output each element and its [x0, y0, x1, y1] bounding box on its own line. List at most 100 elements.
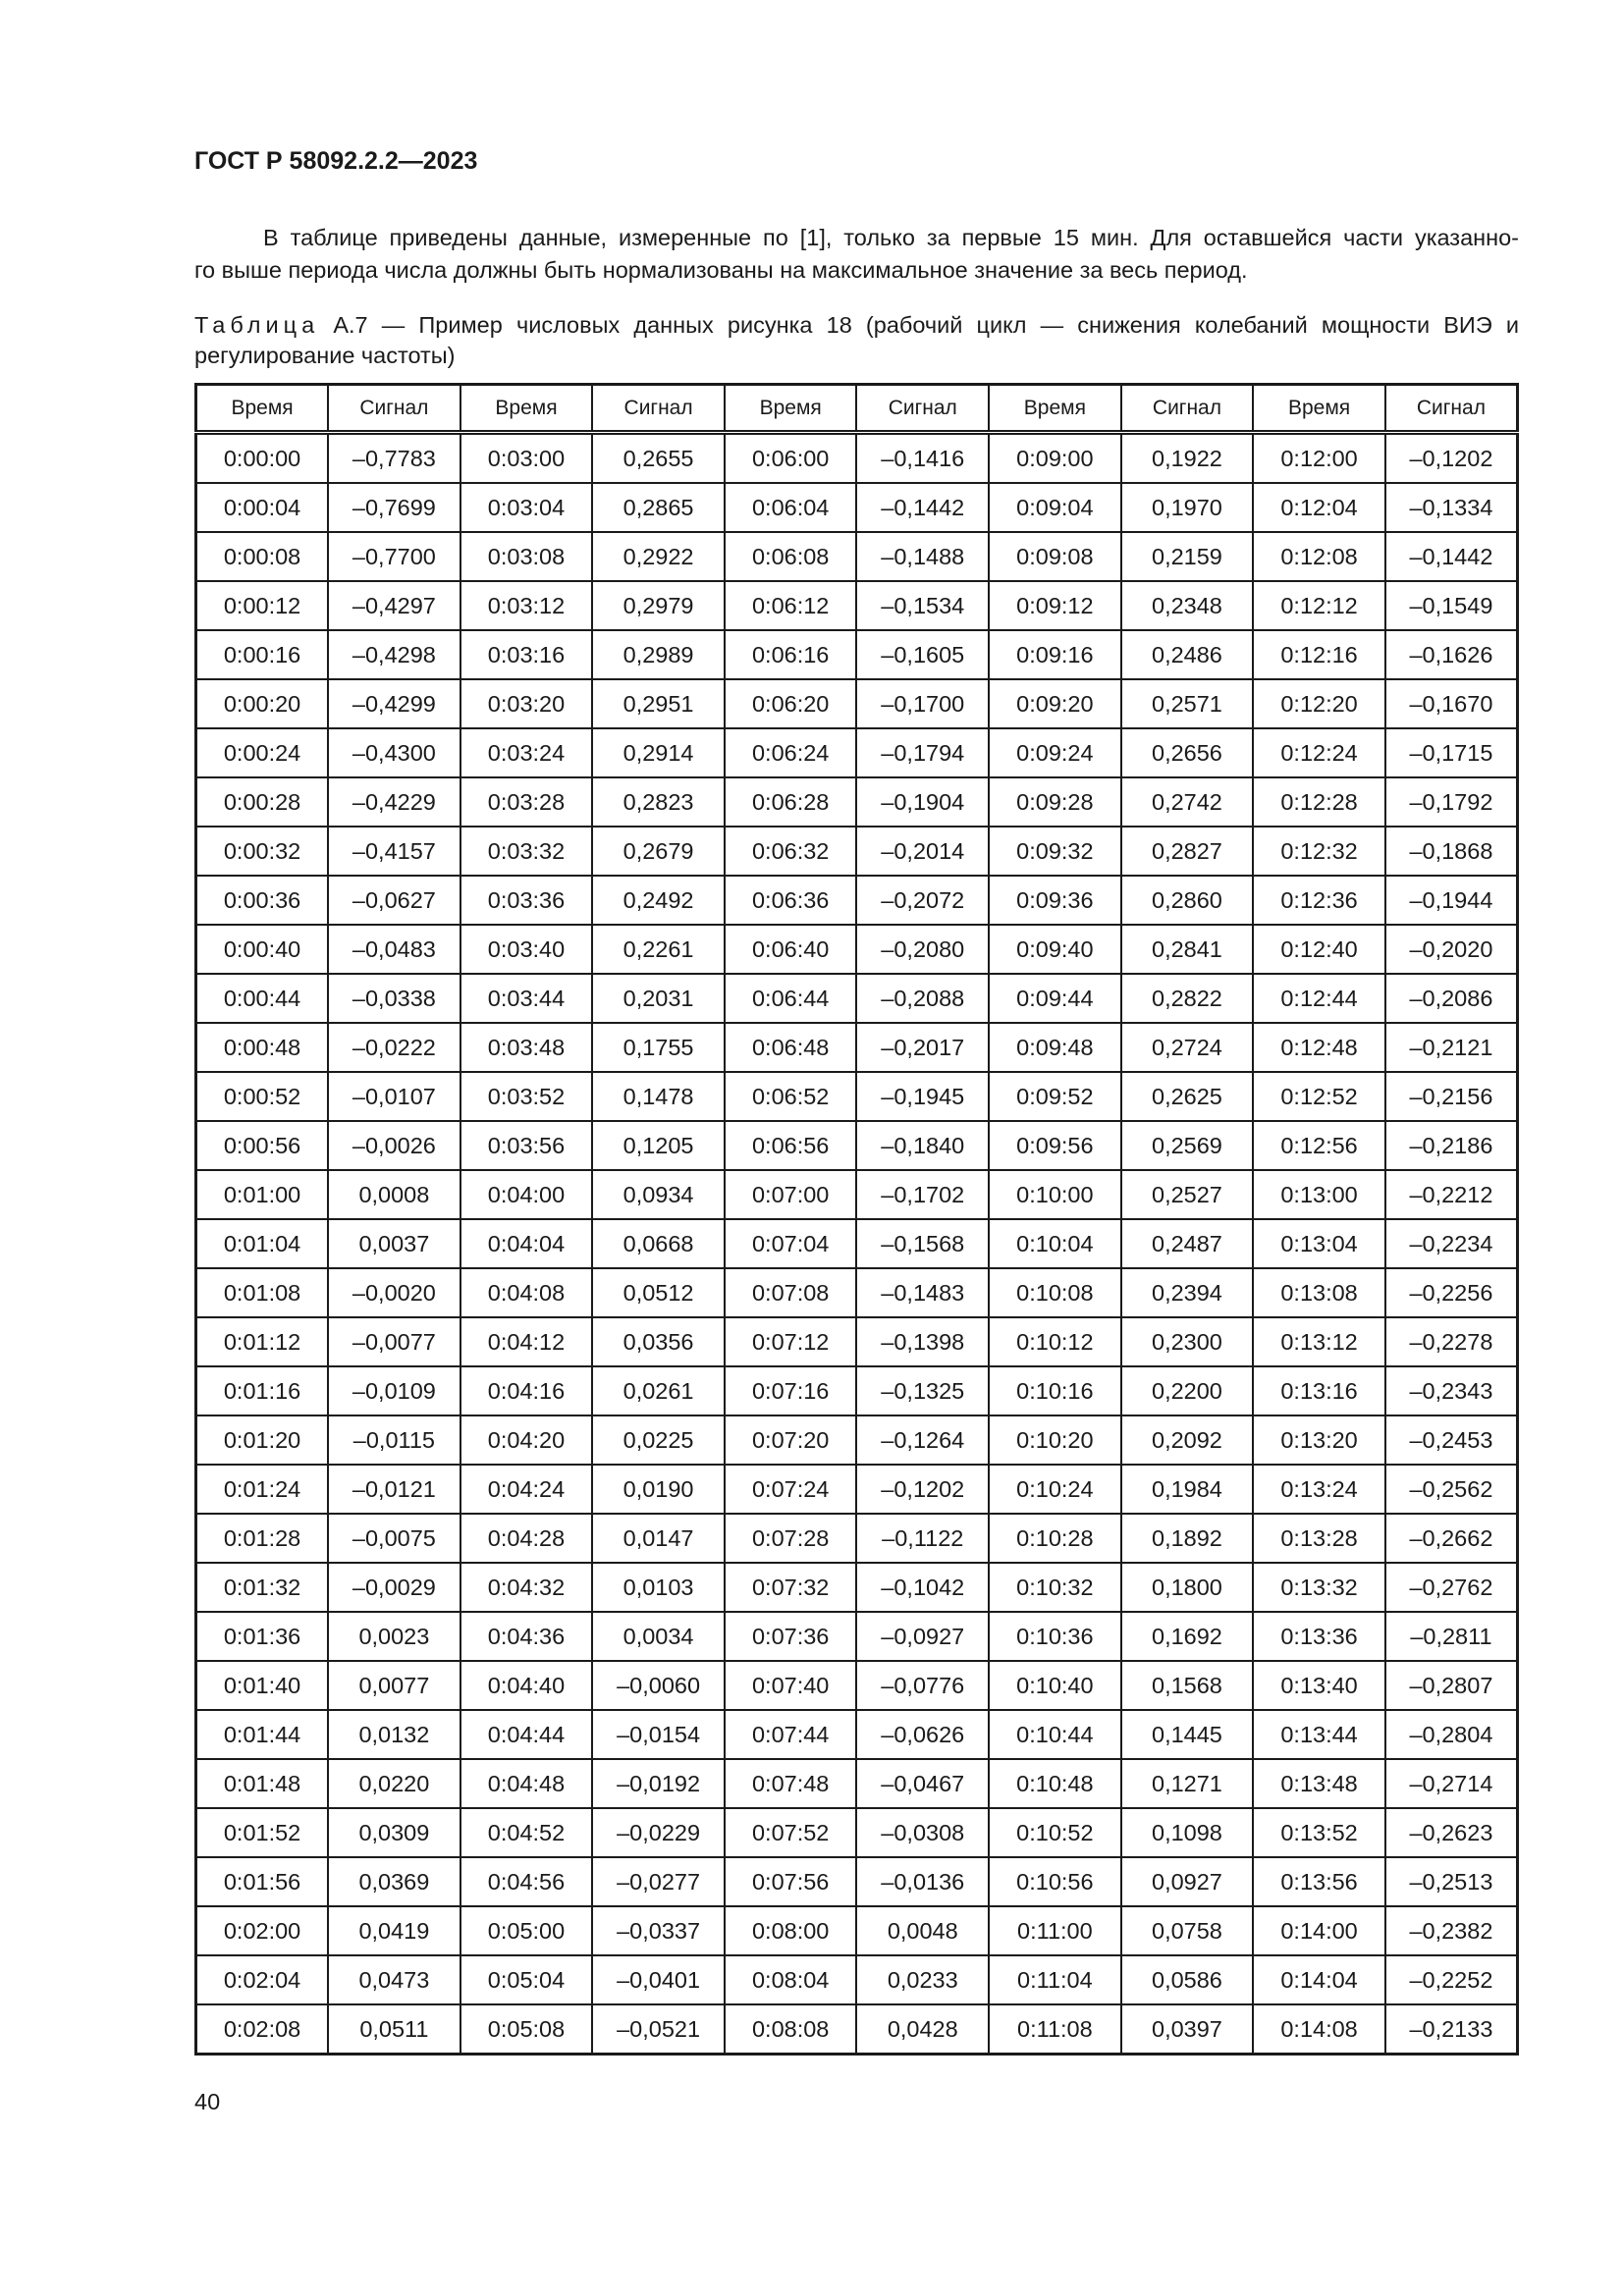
time-cell: 0:13:52	[1252, 1807, 1386, 1858]
signal-cell: –0,4298	[327, 629, 461, 680]
table-row: 0:00:24 –0,4300 0:03:24 0,2914 0:06:24 –0,179…	[194, 727, 1519, 778]
time-cell: 0:10:08	[988, 1267, 1122, 1318]
signal-cell: –0,1442	[1383, 531, 1519, 582]
time-cell: 0:03:00	[459, 431, 594, 484]
signal-cell: –0,2807	[1383, 1660, 1519, 1711]
time-cell: 0:10:20	[988, 1415, 1122, 1466]
time-cell: 0:09:04	[988, 482, 1122, 533]
signal-cell: 0,2822	[1119, 973, 1255, 1024]
time-cell: 0:07:28	[723, 1513, 858, 1564]
caption-label: Таблица	[194, 312, 320, 338]
time-cell: 0:01:12	[194, 1316, 330, 1367]
time-cell: 0:03:56	[459, 1120, 594, 1171]
signal-cell: –0,2256	[1383, 1267, 1519, 1318]
table-row: 0:01:40 0,0077 0:04:40 –0,0060 0:07:40 –0,077…	[194, 1660, 1519, 1711]
time-cell: 0:12:56	[1252, 1120, 1386, 1171]
signal-cell: –0,0075	[327, 1513, 461, 1564]
table-row: 0:01:32 –0,0029 0:04:32 0,0103 0:07:32 –0,104…	[194, 1562, 1519, 1613]
signal-cell: –0,2662	[1383, 1513, 1519, 1564]
signal-cell: 0,2865	[591, 482, 726, 533]
time-cell: 0:13:44	[1252, 1709, 1386, 1760]
time-cell: 0:00:28	[194, 776, 330, 828]
table-row: 0:00:16 –0,4298 0:03:16 0,2989 0:06:16 –0,160…	[194, 629, 1519, 680]
time-cell: 0:07:36	[723, 1611, 858, 1662]
signal-cell: –0,0483	[327, 924, 461, 975]
column-header-signal: Сигнал	[591, 383, 726, 435]
time-cell: 0:06:16	[723, 629, 858, 680]
time-cell: 0:00:52	[194, 1071, 330, 1122]
signal-cell: 0,2922	[591, 531, 726, 582]
time-cell: 0:12:48	[1252, 1022, 1386, 1073]
time-cell: 0:13:28	[1252, 1513, 1386, 1564]
signal-cell: –0,2623	[1383, 1807, 1519, 1858]
signal-cell: 0,2655	[591, 431, 726, 484]
time-cell: 0:06:44	[723, 973, 858, 1024]
table-row: 0:02:00 0,0419 0:05:00 –0,0337 0:08:00 0,0048…	[194, 1905, 1519, 1956]
table-row: 0:00:56 –0,0026 0:03:56 0,1205 0:06:56 –0,184…	[194, 1120, 1519, 1171]
time-cell: 0:06:12	[723, 580, 858, 631]
time-cell: 0:00:08	[194, 531, 330, 582]
time-cell: 0:09:44	[988, 973, 1122, 1024]
signal-cell: –0,2186	[1383, 1120, 1519, 1171]
table-row: 0:01:36 0,0023 0:04:36 0,0034 0:07:36 –0,0927…	[194, 1611, 1519, 1662]
time-cell: 0:03:24	[459, 727, 594, 778]
signal-cell: –0,0192	[591, 1758, 726, 1809]
signal-cell: –0,2088	[855, 973, 991, 1024]
time-cell: 0:02:00	[194, 1905, 330, 1956]
time-cell: 0:01:20	[194, 1415, 330, 1466]
signal-cell: 0,2487	[1119, 1218, 1255, 1269]
signal-cell: –0,1626	[1383, 629, 1519, 680]
time-cell: 0:10:56	[988, 1856, 1122, 1907]
signal-cell: 0,1800	[1119, 1562, 1255, 1613]
table-row: 0:01:00 0,0008 0:04:00 0,0934 0:07:00 –0,1702…	[194, 1169, 1519, 1220]
signal-cell: –0,1944	[1383, 875, 1519, 926]
signal-cell: –0,2133	[1383, 2003, 1519, 2056]
signal-cell: –0,2234	[1383, 1218, 1519, 1269]
signal-cell: –0,2017	[855, 1022, 991, 1073]
time-cell: 0:12:24	[1252, 727, 1386, 778]
time-cell: 0:06:52	[723, 1071, 858, 1122]
signal-cell: –0,2343	[1383, 1365, 1519, 1416]
table-row: 0:01:52 0,0309 0:04:52 –0,0229 0:07:52 –0,030…	[194, 1807, 1519, 1858]
signal-cell: –0,0020	[327, 1267, 461, 1318]
signal-cell: –0,7699	[327, 482, 461, 533]
time-cell: 0:00:36	[194, 875, 330, 926]
time-cell: 0:00:04	[194, 482, 330, 533]
signal-cell: –0,2562	[1383, 1464, 1519, 1515]
signal-cell: –0,0060	[591, 1660, 726, 1711]
time-cell: 0:01:08	[194, 1267, 330, 1318]
time-cell: 0:14:08	[1252, 2003, 1386, 2056]
time-cell: 0:07:24	[723, 1464, 858, 1515]
signal-cell: –0,1715	[1383, 727, 1519, 778]
time-cell: 0:12:44	[1252, 973, 1386, 1024]
signal-cell: –0,2252	[1383, 1954, 1519, 2005]
time-cell: 0:09:20	[988, 678, 1122, 729]
time-cell: 0:06:08	[723, 531, 858, 582]
time-cell: 0:08:08	[723, 2003, 858, 2056]
time-cell: 0:07:52	[723, 1807, 858, 1858]
signal-cell: 0,2860	[1119, 875, 1255, 926]
signal-cell: –0,1702	[855, 1169, 991, 1220]
signal-cell: –0,2714	[1383, 1758, 1519, 1809]
time-cell: 0:03:40	[459, 924, 594, 975]
time-cell: 0:09:32	[988, 826, 1122, 877]
signal-cell: 0,1692	[1119, 1611, 1255, 1662]
signal-cell: –0,1549	[1383, 580, 1519, 631]
signal-cell: 0,0233	[855, 1954, 991, 2005]
column-header-time: Время	[988, 383, 1122, 435]
time-cell: 0:06:48	[723, 1022, 858, 1073]
signal-cell: 0,0369	[327, 1856, 461, 1907]
time-cell: 0:10:24	[988, 1464, 1122, 1515]
table-row: 0:01:20 –0,0115 0:04:20 0,0225 0:07:20 –0,126…	[194, 1415, 1519, 1466]
signal-cell: 0,2724	[1119, 1022, 1255, 1073]
signal-cell: 0,1755	[591, 1022, 726, 1073]
signal-cell: 0,2159	[1119, 531, 1255, 582]
column-header-signal: Сигнал	[855, 383, 991, 435]
time-cell: 0:09:24	[988, 727, 1122, 778]
signal-cell: –0,0136	[855, 1856, 991, 1907]
time-cell: 0:13:12	[1252, 1316, 1386, 1367]
signal-cell: 0,2261	[591, 924, 726, 975]
signal-cell: 0,2200	[1119, 1365, 1255, 1416]
table-caption: Таблица А.7 — Пример числовых данных рис…	[194, 310, 1519, 371]
time-cell: 0:03:28	[459, 776, 594, 828]
